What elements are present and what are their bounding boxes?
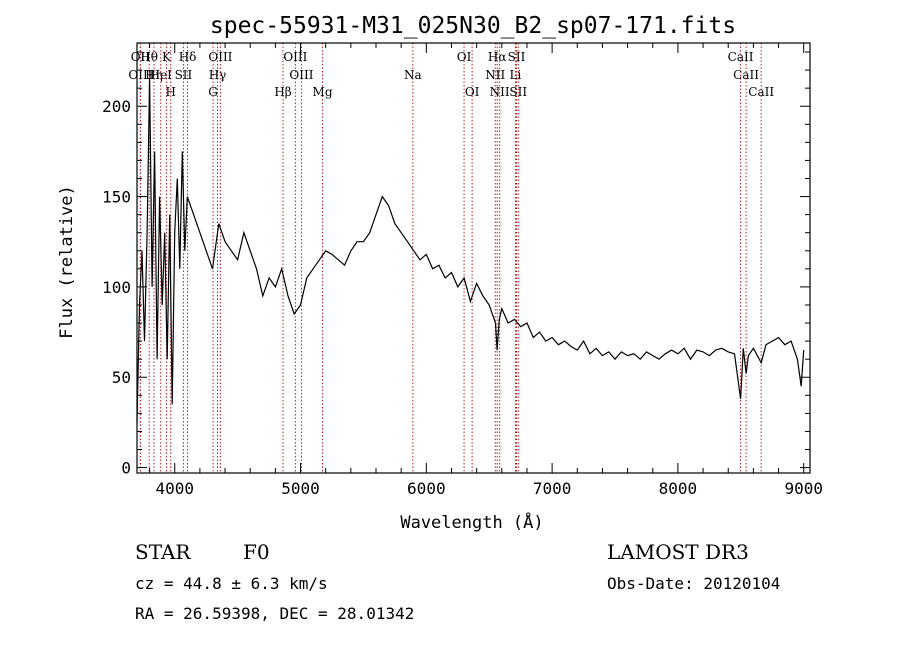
axis-ticks: 4000 5000 6000 7000 8000 9000 0 50 100 150 200 [102, 43, 823, 498]
spectral-line-label: SII [175, 68, 193, 82]
spectral-line-markers [139, 43, 762, 473]
spectral-line-label: NII [485, 68, 505, 82]
spectral-line-label: OIII [289, 68, 313, 82]
plot-frame [136, 42, 811, 474]
spectral-line-label: SII [508, 50, 526, 64]
spectral-line-label: HeI [150, 68, 173, 82]
spectral-line-label: OI [457, 50, 472, 64]
observation-date: Obs-Date: 20120104 [607, 574, 781, 593]
spectral-line-label: NII [490, 85, 510, 99]
x-tick-label: 6000 [407, 479, 446, 498]
y-tick-label: 0 [121, 459, 131, 478]
spectral-line-label: CaII [728, 50, 754, 64]
x-axis-label: Wavelength (Å) [400, 511, 543, 533]
spectral-line-label: Hα [488, 50, 507, 64]
spectral-line-label: OI [465, 85, 480, 99]
spectral-line-label: G [208, 85, 218, 99]
object-class: STAR [135, 540, 191, 564]
spectral-line-label: Hγ [209, 68, 227, 82]
object-subclass: F0 [243, 540, 270, 564]
spectral-line-label: Hδ [179, 50, 197, 64]
spectral-line-label: CaII [748, 85, 774, 99]
x-tick-label: 9000 [784, 479, 823, 498]
spectrum-series-line [136, 79, 805, 423]
y-tick-label: 200 [102, 97, 131, 116]
y-tick-label: 50 [112, 368, 131, 387]
y-axis-label: Flux (relative) [57, 185, 77, 339]
y-tick-label: 100 [102, 278, 131, 297]
x-tick-label: 4000 [155, 479, 194, 498]
spectral-line-label: SII [509, 85, 527, 99]
spectral-line-label: Li [509, 68, 521, 82]
chart-title: spec-55931-M31_025N30_B2_sp07-171.fits [210, 13, 736, 39]
x-tick-label: 8000 [659, 479, 698, 498]
sky-coordinates: RA = 26.59398, DEC = 28.01342 [135, 604, 415, 623]
x-tick-label: 7000 [533, 479, 572, 498]
spectral-line-label: Hθ [140, 50, 158, 64]
y-tick-label: 150 [102, 188, 131, 207]
spectral-line-label: Na [404, 68, 422, 82]
spectral-line-label: Hη [145, 68, 163, 82]
x-tick-label: 5000 [281, 479, 320, 498]
spectral-line-label: Mg [313, 85, 333, 99]
spectral-line-label: OIII [128, 68, 152, 82]
survey-name: LAMOST DR3 [607, 540, 749, 564]
spectral-line-label: H [165, 85, 175, 99]
spectral-line-label: OII [131, 50, 151, 64]
spectral-line-label: K [162, 50, 172, 64]
spectral-line-label: OIII [208, 50, 232, 64]
redshift-velocity: cz = 44.8 ± 6.3 km/s [135, 574, 328, 593]
spectral-line-label: Hβ [274, 85, 291, 99]
spectral-line-label: CaII [733, 68, 759, 82]
spectral-line-label: OIII [283, 50, 307, 64]
